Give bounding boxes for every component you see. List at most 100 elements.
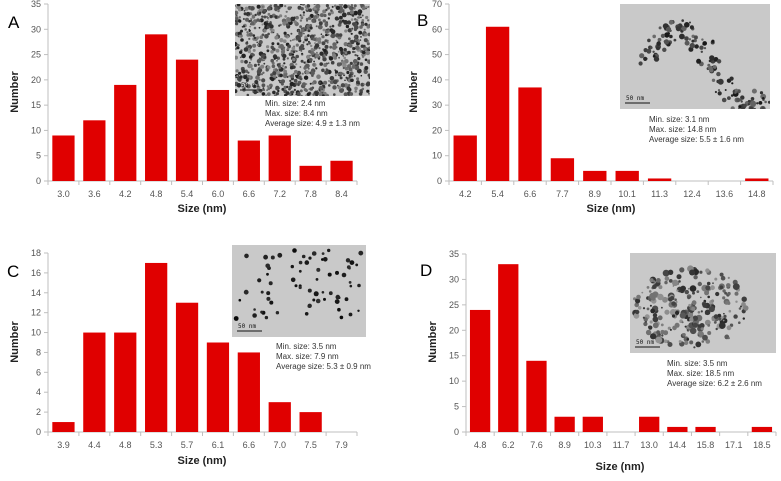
- y-tick-label: 20: [31, 75, 41, 85]
- y-axis-title: Number: [427, 321, 439, 363]
- y-tick-label: 25: [449, 300, 459, 310]
- y-tick-label: 20: [449, 325, 459, 335]
- x-tick-label: 4.8: [119, 440, 132, 450]
- bar: [268, 135, 291, 181]
- x-tick-label: 6.6: [243, 440, 256, 450]
- y-tick-label: 10: [449, 376, 459, 386]
- bar: [299, 412, 322, 432]
- bar: [639, 416, 660, 432]
- y-tick-label: 4: [36, 387, 41, 397]
- x-tick-label: 8.9: [558, 440, 571, 450]
- bar: [583, 170, 607, 181]
- bar: [751, 426, 773, 432]
- x-tick-label: 6.0: [212, 189, 225, 199]
- x-tick-label: 4.4: [88, 440, 101, 450]
- bar: [52, 422, 75, 432]
- bar: [745, 178, 769, 181]
- x-tick-label: 14.4: [669, 440, 687, 450]
- x-axis-title: Size (nm): [596, 461, 645, 473]
- bar: [145, 34, 168, 181]
- chart-panel-a: 0 5 10 15 20 25 30 35 3.0 3.6 4.2 4.8 5.4 6.0 6.6 7.2 7.…: [8, 0, 370, 215]
- scale-bar-label: 50 nm: [626, 95, 644, 102]
- x-tick-label: 10.3: [584, 440, 602, 450]
- bar: [83, 332, 106, 432]
- stat-line: Min. size: 3.5 nm: [667, 359, 728, 368]
- x-tick-label: 17.1: [725, 440, 743, 450]
- panel-letter: A: [8, 13, 20, 32]
- x-tick-label: 11.3: [651, 189, 668, 199]
- x-axis-title: Size (nm): [178, 455, 227, 467]
- bar: [498, 264, 519, 432]
- y-tick-label: 0: [36, 427, 41, 437]
- bar: [237, 140, 260, 181]
- chart-panel-c: 0 2 4 6 8 10 12 14 16 18 3.9 4.4 4.8 5.3 5.7 6.1 6.6 7.0 7…: [7, 245, 371, 467]
- y-axis-title: Number: [408, 71, 420, 113]
- y-tick-label: 0: [36, 176, 41, 186]
- y-tick-label: 60: [432, 24, 442, 34]
- x-tick-label: 13.6: [716, 189, 734, 199]
- bar: [526, 360, 547, 432]
- bar: [52, 135, 75, 181]
- bar: [145, 262, 168, 432]
- x-tick-label: 7.2: [273, 189, 286, 199]
- y-tick-label: 10: [31, 328, 41, 338]
- inset-background: [232, 245, 366, 337]
- y-tick-label: 12: [31, 308, 41, 318]
- y-tick-label: 35: [31, 0, 41, 9]
- x-tick-label: 14.8: [748, 189, 766, 199]
- bar: [695, 426, 716, 432]
- panel-letter: C: [7, 262, 19, 281]
- panel-letter: D: [420, 261, 432, 280]
- stat-line: Min. size: 2.4 nm: [265, 99, 326, 108]
- y-tick-label: 5: [454, 402, 459, 412]
- bar: [206, 342, 230, 432]
- bar: [206, 89, 230, 181]
- stat-line: Average size: 5.5 ± 1.6 nm: [649, 135, 744, 144]
- bar: [268, 402, 291, 432]
- nanoparticle-dots: [632, 265, 749, 349]
- y-tick-label: 20: [432, 125, 442, 135]
- bar: [299, 165, 322, 181]
- x-tick-label: 7.7: [556, 189, 569, 199]
- bar: [453, 135, 477, 181]
- bar: [469, 309, 491, 432]
- x-tick-label: 4.8: [474, 440, 487, 450]
- x-tick-label: 8.9: [589, 189, 602, 199]
- bar: [550, 158, 575, 181]
- y-tick-label: 15: [449, 351, 459, 361]
- stat-line: Max. size: 8.4 nm: [265, 109, 328, 118]
- x-tick-label: 7.5: [304, 440, 317, 450]
- y-tick-label: 40: [432, 75, 442, 85]
- x-tick-label: 5.4: [181, 189, 194, 199]
- x-tick-label: 8.4: [335, 189, 348, 199]
- x-tick-label: 4.2: [119, 189, 132, 199]
- x-tick-label: 18.5: [753, 440, 771, 450]
- x-tick-label: 15.8: [697, 440, 715, 450]
- y-tick-label: 10: [31, 125, 41, 135]
- y-tick-label: 6: [36, 367, 41, 377]
- bar: [330, 160, 353, 181]
- x-axis-title: Size (nm): [587, 203, 636, 215]
- x-tick-label: 5.4: [491, 189, 504, 199]
- bar: [175, 302, 199, 432]
- x-tick-label: 7.9: [335, 440, 348, 450]
- y-tick-label: 70: [432, 0, 442, 9]
- stat-line: Min. size: 3.1 nm: [649, 115, 710, 124]
- x-tick-label: 3.6: [88, 189, 101, 199]
- tem-micrograph-inset: 50 nm: [620, 4, 770, 109]
- bar: [485, 26, 510, 182]
- x-tick-label: 5.7: [181, 440, 194, 450]
- bar: [114, 84, 137, 181]
- y-tick-label: 30: [31, 24, 41, 34]
- y-tick-label: 15: [31, 100, 41, 110]
- x-tick-label: 10.1: [618, 189, 636, 199]
- y-tick-label: 8: [36, 347, 41, 357]
- chart-panel-b: 0 10 20 30 40 50 60 70 4.2 5.4 6.6 7.7 8.9 10.1 11.3 12…: [408, 0, 774, 215]
- y-tick-label: 35: [449, 249, 459, 259]
- y-tick-label: 0: [437, 176, 442, 186]
- stat-line: Max. size: 18.5 nm: [667, 369, 734, 378]
- x-axis-title: Size (nm): [178, 203, 227, 215]
- bar: [582, 416, 603, 432]
- y-axis-title: Number: [9, 321, 21, 363]
